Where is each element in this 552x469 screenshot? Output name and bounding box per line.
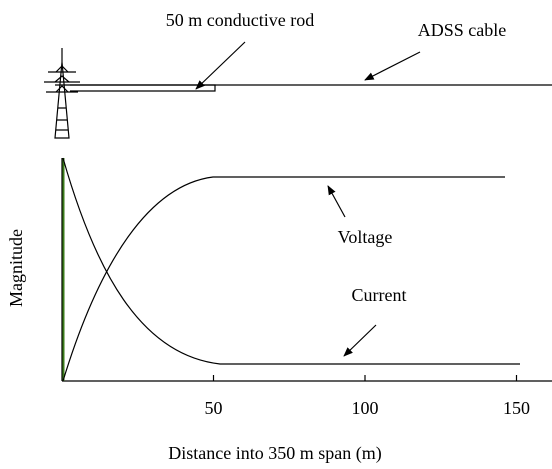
rod-label: 50 m conductive rod [166, 10, 314, 30]
x-tick-label: 50 [205, 398, 223, 418]
x-axis-label: Distance into 350 m span (m) [168, 443, 381, 464]
cable-label: ADSS cable [418, 20, 507, 40]
tower [44, 48, 80, 139]
current-arrow [343, 324, 377, 357]
voltage-curve [62, 176, 505, 382]
conductive-rod [70, 84, 216, 92]
voltage-arrow [327, 185, 346, 218]
current-curve [62, 157, 520, 365]
y-axis-label: Magnitude [6, 229, 26, 307]
cable-arrow [364, 51, 421, 81]
x-tick-label: 100 [352, 398, 379, 418]
current-label: Current [352, 285, 407, 305]
x-tick-label: 150 [503, 398, 530, 418]
voltage-label: Voltage [338, 227, 393, 247]
rod-arrow [195, 41, 246, 90]
